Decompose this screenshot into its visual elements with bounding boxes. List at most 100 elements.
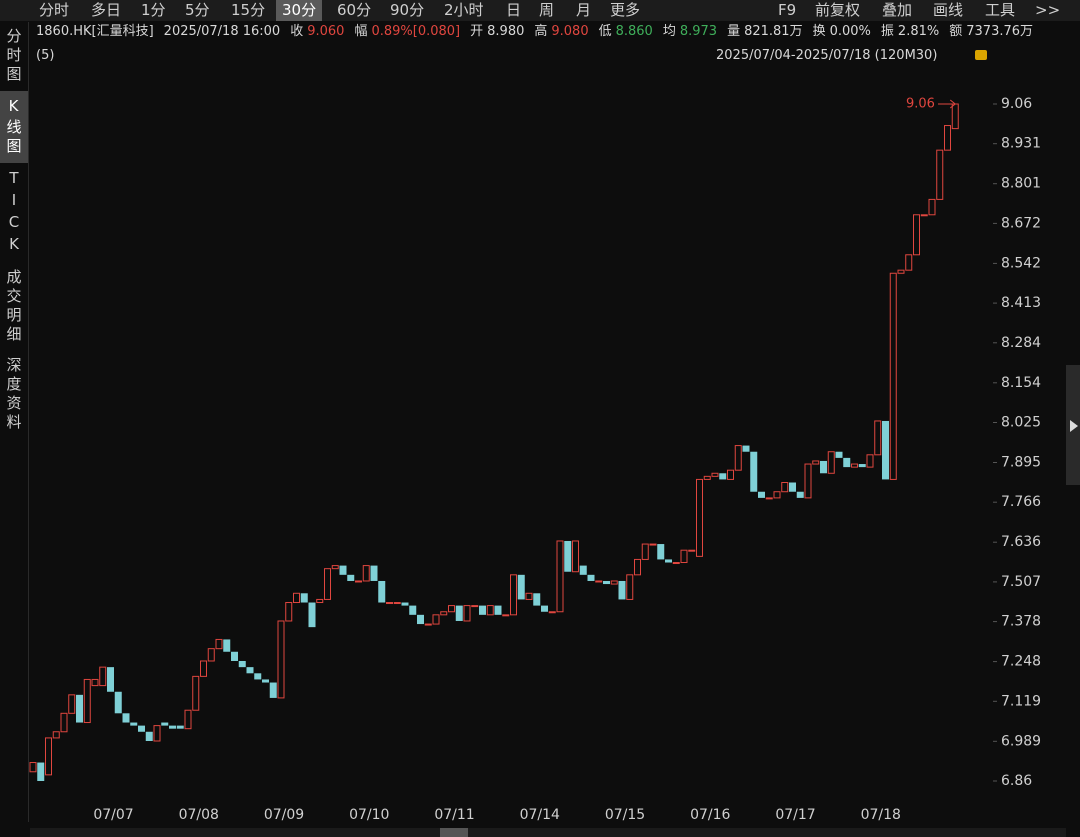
info-label: 幅 xyxy=(354,24,368,39)
candle-body xyxy=(510,574,517,616)
info-field: 均 8.973 xyxy=(663,22,717,42)
toolbar-tab[interactable]: 90分 xyxy=(390,1,425,19)
info-field: 开 8.980 xyxy=(470,22,524,42)
x-tick-label: 07/11 xyxy=(434,807,474,823)
toolbar-tab[interactable]: 月 xyxy=(576,1,592,19)
sidebar-tab[interactable]: 深度资料 xyxy=(4,357,23,433)
info-field: 高 9.080 xyxy=(534,22,588,42)
candle-body xyxy=(324,568,331,600)
candle-body xyxy=(169,725,176,729)
candle-body xyxy=(587,574,595,581)
candle-body xyxy=(951,103,959,130)
candle-body xyxy=(835,451,843,458)
toolbar-tab[interactable]: 15分 xyxy=(231,1,266,19)
candle-body xyxy=(858,464,866,468)
y-tick-label: 9.06 xyxy=(1001,96,1032,112)
candle-body xyxy=(308,602,316,628)
info-field: 幅 0.89%[0.080] xyxy=(354,22,460,42)
scrollbar[interactable] xyxy=(30,828,1066,837)
toolbar-tab[interactable]: 分时 xyxy=(39,1,70,19)
toolbar-tab[interactable]: 30分 xyxy=(276,0,323,21)
sidebar: 分时图 K线图 TICK 成交明细深度资料 xyxy=(0,22,29,822)
date-range: 2025/07/04-2025/07/18 (120M30) xyxy=(716,48,938,63)
candle-body xyxy=(401,602,409,606)
candle-body xyxy=(812,460,820,465)
candle-body xyxy=(556,540,564,613)
candle-body xyxy=(285,602,293,622)
info-field: 收 9.060 xyxy=(290,22,344,42)
info-bar: 1860.HK[汇量科技] 2025/07/18 16:00 收 9.060 幅 0.… xyxy=(36,22,1033,42)
candle-body xyxy=(703,475,711,480)
toolbar-tab[interactable]: 周 xyxy=(539,1,555,19)
toolbar-button[interactable]: 工具 xyxy=(985,1,1016,19)
toolbar-tab[interactable]: 1分 xyxy=(141,1,166,19)
x-tick-label: 07/08 xyxy=(179,807,219,823)
toolbar-button[interactable]: F9 xyxy=(778,1,797,19)
candle-body xyxy=(455,605,463,621)
candle-body xyxy=(417,614,424,625)
x-tick-label: 07/16 xyxy=(690,807,730,823)
y-tick-label: 7.248 xyxy=(1001,654,1041,670)
sidebar-tab[interactable]: K线图 xyxy=(0,91,28,163)
scroll-thumb[interactable] xyxy=(440,828,468,837)
toolbar-button[interactable]: 前复权 xyxy=(815,1,861,19)
y-tick-label: 7.378 xyxy=(1001,614,1041,630)
toolbar-tab[interactable]: 5分 xyxy=(185,1,210,19)
info-label: 额 xyxy=(949,24,963,39)
candle-body xyxy=(672,562,680,565)
candle-body xyxy=(52,731,60,739)
info-value: 7373.76万 xyxy=(966,24,1034,39)
candle-body xyxy=(184,709,192,730)
candle-body xyxy=(649,543,657,546)
sidebar-tab[interactable]: 分时图 xyxy=(4,28,23,85)
y-tick-label: 8.025 xyxy=(1001,414,1041,430)
candle-body xyxy=(874,420,882,456)
candle-body xyxy=(525,592,533,600)
info-value: 8.980 xyxy=(487,24,525,39)
candle-body xyxy=(440,611,448,616)
y-tick-label: 8.413 xyxy=(1001,295,1041,311)
expand-arrow[interactable] xyxy=(1070,420,1078,432)
x-tick-label: 07/15 xyxy=(605,807,645,823)
x-tick-label: 07/18 xyxy=(861,807,901,823)
candle-body xyxy=(928,198,936,216)
toolbar-tab[interactable]: 多日 xyxy=(91,1,122,19)
candle-body xyxy=(595,580,603,583)
info-value: 821.81万 xyxy=(744,24,803,39)
candle-body xyxy=(820,460,827,474)
toolbar-button[interactable]: 叠加 xyxy=(882,1,913,19)
candle-body xyxy=(254,673,262,680)
toolbar-tab[interactable]: 60分 xyxy=(337,1,372,19)
candle-body xyxy=(107,667,114,692)
info-label: 振 xyxy=(880,24,894,39)
toolbar: 分时 多日 1分 5分 15分 30分 60分 90分 2小时 日周 月更多 F9 前复权 叠加 画线 工具 >… xyxy=(0,0,1080,21)
info-field: 量 821.81万 xyxy=(727,22,803,42)
candle-body xyxy=(246,667,254,674)
candle-body xyxy=(727,469,734,480)
toolbar-button[interactable]: >> xyxy=(1035,1,1061,19)
candle-body xyxy=(386,602,393,605)
info-label: 低 xyxy=(598,24,612,39)
toolbar-tab[interactable]: 2小时 xyxy=(444,1,484,19)
toolbar-button[interactable]: 画线 xyxy=(933,1,964,19)
y-tick-label: 7.636 xyxy=(1001,534,1041,550)
toolbar-tab[interactable]: 更多 xyxy=(610,1,641,19)
candle-body xyxy=(83,678,91,724)
sidebar-tab[interactable]: TICK xyxy=(5,169,23,257)
info-value: 8.860 xyxy=(615,24,653,39)
candle-body xyxy=(192,675,200,711)
candle-body xyxy=(200,660,207,677)
info-field: 换 0.00% xyxy=(813,22,871,42)
candle-body xyxy=(618,580,626,600)
toolbar-tab[interactable]: 日 xyxy=(506,1,522,19)
y-tick-label: 8.542 xyxy=(1001,255,1041,271)
y-tick-label: 7.119 xyxy=(1001,693,1041,709)
candle-body xyxy=(742,445,750,452)
candle-body xyxy=(347,574,355,581)
candle-body xyxy=(657,544,665,560)
sidebar-tab[interactable]: 成交明细 xyxy=(4,269,23,345)
candle-body xyxy=(355,580,362,583)
candle-body xyxy=(176,725,184,729)
